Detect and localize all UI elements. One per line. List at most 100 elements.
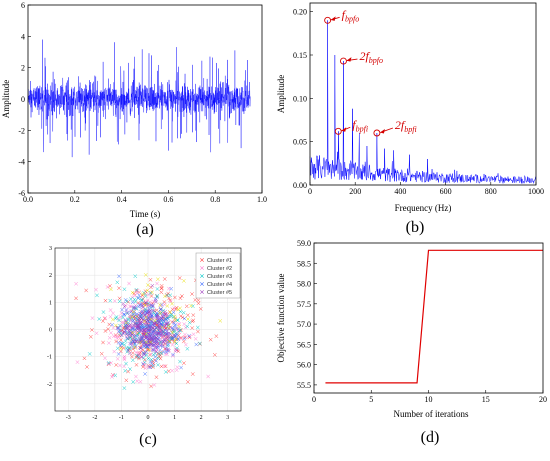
chart-c-point — [124, 320, 129, 325]
chart-c-point — [182, 336, 187, 341]
chart-c-point — [178, 309, 183, 314]
chart-c-point — [143, 322, 147, 327]
chart-c-point — [117, 299, 122, 304]
chart-c-point — [134, 314, 139, 319]
chart-d-ytick-label: 56.0 — [297, 361, 311, 370]
chart-c-point — [154, 335, 159, 340]
chart-c-point — [145, 328, 150, 333]
chart-c-point — [150, 290, 154, 295]
chart-c-point — [147, 348, 152, 352]
chart-c-point — [158, 356, 163, 361]
chart-c-point — [176, 307, 180, 312]
chart-c-point — [148, 359, 153, 364]
chart-a-xtick-label: 0.4 — [117, 195, 127, 204]
chart-c-point — [151, 299, 156, 304]
chart-c-xtick-label: -1 — [119, 415, 124, 421]
chart-c-point — [147, 310, 151, 314]
chart-c-point — [151, 352, 156, 357]
chart-c-point — [134, 339, 138, 344]
chart-b-xtick-label: 800 — [485, 187, 497, 196]
chart-c-point — [134, 374, 138, 379]
chart-c-point — [170, 343, 175, 347]
chart-c-point — [90, 328, 94, 332]
panel-c: -3 -2 -1 0 1 2 3 -2 -1 0 1 2 3 Cluster #1 Cluster #2 C… — [0, 238, 275, 456]
chart-c-point — [185, 313, 190, 318]
chart-c-point — [182, 316, 187, 321]
chart-c-point — [158, 343, 163, 348]
chart-c-point — [116, 352, 121, 356]
chart-c-point — [117, 274, 121, 279]
chart-c-point — [130, 315, 134, 319]
chart-c-point — [153, 355, 158, 359]
chart-c-point — [170, 330, 175, 335]
chart-c-point — [131, 379, 136, 384]
chart-c-point — [145, 311, 150, 315]
chart-c-point — [146, 283, 150, 287]
chart-b-annotation-label: fbpfi — [352, 117, 368, 133]
chart-c-xtick-label: -2 — [92, 415, 97, 421]
chart-c-xtick-label: 2 — [200, 415, 203, 421]
chart-c-point — [134, 362, 139, 367]
chart-c-ytick-label: 3 — [49, 246, 52, 252]
chart-c-point — [122, 342, 127, 347]
chart-c-point — [120, 320, 124, 325]
chart-c-point — [123, 339, 128, 344]
chart-c-point — [174, 337, 179, 341]
chart-c-point — [109, 330, 113, 335]
chart-b-xlabel: Frequency (Hz) — [395, 203, 452, 213]
chart-c-point — [125, 348, 130, 352]
chart-c-point — [208, 337, 213, 342]
chart-c-point — [196, 298, 201, 303]
chart-c-point — [149, 317, 153, 322]
chart-c-point — [103, 329, 108, 333]
chart-c-point — [183, 325, 188, 330]
chart-c-point — [180, 315, 185, 320]
chart-c-point — [194, 342, 199, 347]
chart-b-xtick-label: 0 — [308, 187, 312, 196]
chart-c-point — [196, 301, 201, 306]
chart-c-point — [146, 318, 151, 323]
chart-c-point — [154, 300, 158, 304]
chart-c-point — [149, 327, 154, 332]
chart-c-point — [167, 340, 172, 345]
chart-c-point — [212, 352, 217, 357]
chart-c-point — [170, 307, 175, 312]
chart-c-point — [141, 356, 146, 360]
chart-d-xtick-label: 5 — [369, 395, 373, 404]
chart-c-point — [142, 319, 147, 324]
chart-c-point — [154, 358, 158, 363]
chart-b-peak-marker — [334, 127, 342, 135]
chart-d-ytick-label: 57.0 — [297, 320, 311, 329]
chart-c-point — [206, 374, 211, 379]
chart-c-point — [150, 303, 154, 308]
chart-c-point — [90, 316, 95, 320]
chart-c-point — [167, 339, 172, 344]
chart-c-point — [197, 341, 202, 346]
chart-c-point — [130, 290, 135, 295]
chart-c-point — [158, 307, 163, 312]
chart-c-point — [164, 293, 169, 297]
chart-c-point — [142, 352, 147, 356]
chart-d-ytick-label: 58.0 — [297, 280, 311, 289]
chart-c-point — [158, 339, 163, 344]
legend-marker — [200, 282, 204, 286]
chart-c-point — [187, 333, 191, 338]
chart-c-point — [118, 343, 123, 348]
chart-c-point — [140, 293, 145, 298]
chart-c-point — [137, 356, 141, 361]
chart-c-point — [149, 303, 153, 307]
chart-c-point — [170, 368, 175, 373]
chart-c-point — [182, 361, 186, 366]
chart-c-point — [186, 317, 190, 321]
chart-c-point — [160, 325, 165, 330]
chart-c-point — [154, 339, 159, 343]
chart-c-point — [151, 304, 156, 308]
chart-c-point — [170, 301, 174, 306]
chart-c-point — [170, 353, 175, 358]
chart-c-point — [122, 329, 126, 334]
chart-c-point — [112, 349, 117, 354]
chart-c-point — [123, 368, 128, 373]
legend-entry: Cluster #3 — [207, 274, 232, 280]
chart-a-xtick-label: 0.0 — [23, 195, 33, 204]
chart-c-point — [152, 327, 157, 332]
